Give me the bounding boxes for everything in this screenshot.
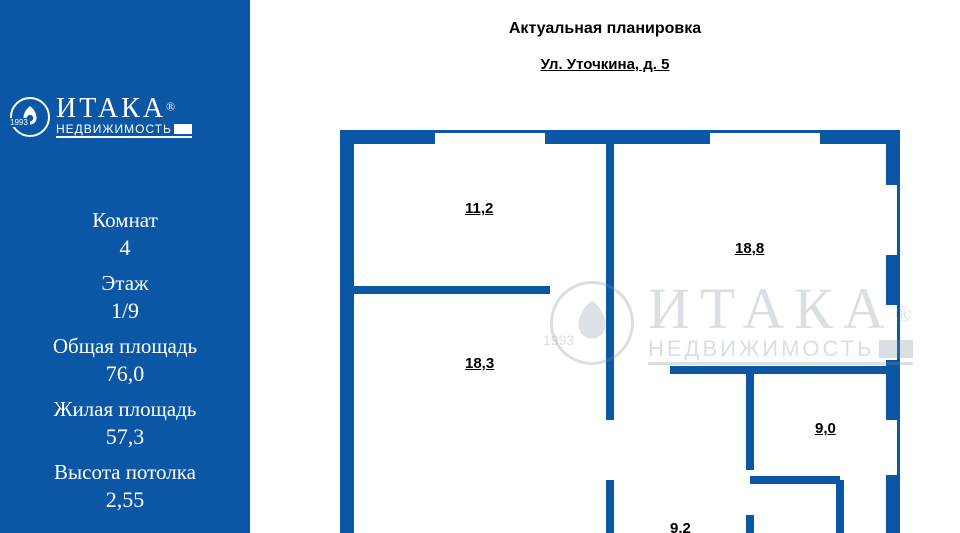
spec-label: Комнат: [10, 208, 240, 233]
spec-label: Общая площадь: [10, 334, 240, 359]
floorplan: 11,2 18,8 18,3 9,0 9,2: [310, 120, 930, 533]
brand-logo-icon: 1993: [10, 97, 50, 137]
info-sidebar: 1993 ИТАКА® НЕДВИЖИМОСТЬ Комнат 4 Этаж 1…: [0, 0, 250, 533]
specs-list: Комнат 4 Этаж 1/9 Общая площадь 76,0 Жил…: [10, 208, 240, 513]
brand-year: 1993: [8, 118, 30, 127]
brand-sub: НЕДВИЖИМОСТЬ: [56, 123, 192, 138]
floorplan-svg: [310, 120, 930, 533]
spec-label: Высота потолка: [10, 460, 240, 485]
brand-name: ИТАКА: [56, 93, 166, 124]
room-area: 9,2: [670, 520, 691, 533]
room-area: 9,0: [815, 420, 836, 437]
room-area: 18,3: [465, 355, 494, 372]
spec-label: Этаж: [10, 271, 240, 296]
spec-value: 2,55: [10, 487, 240, 513]
spec-value: 76,0: [10, 361, 240, 387]
spec-label: Жилая площадь: [10, 397, 240, 422]
spec-value: 4: [10, 235, 240, 261]
address: Ул. Уточкина, д. 5: [250, 56, 960, 73]
room-area: 11,2: [465, 200, 493, 217]
brand-reg: ®: [166, 100, 175, 114]
spec-value: 57,3: [10, 424, 240, 450]
brand-logo: 1993 ИТАКА® НЕДВИЖИМОСТЬ: [10, 95, 240, 138]
page-title: Актуальная планировка: [250, 20, 960, 38]
floorplan-area: Актуальная планировка Ул. Уточкина, д. 5…: [250, 0, 960, 533]
room-area: 18,8: [735, 240, 764, 257]
spec-value: 1/9: [10, 298, 240, 324]
